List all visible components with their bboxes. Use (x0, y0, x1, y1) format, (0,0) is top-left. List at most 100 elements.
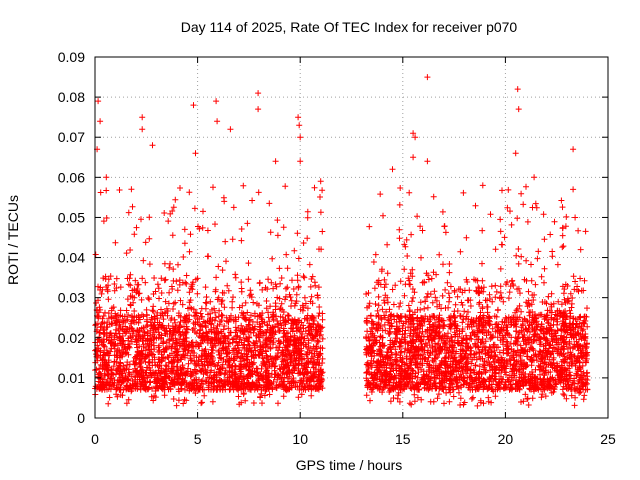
data-point (516, 378, 523, 385)
data-point (258, 384, 265, 391)
data-point (319, 335, 326, 342)
data-point (575, 380, 581, 387)
data-point (507, 361, 514, 368)
data-point (497, 337, 504, 344)
data-point (223, 353, 230, 360)
data-point (422, 298, 429, 305)
data-point (367, 328, 374, 335)
data-point (582, 331, 589, 337)
data-point (418, 396, 425, 403)
data-point (390, 301, 397, 308)
data-point (379, 306, 386, 313)
data-point (554, 372, 561, 379)
data-point (156, 295, 162, 302)
data-point (246, 342, 253, 349)
data-point (276, 365, 283, 372)
data-point (139, 376, 146, 383)
data-point (436, 251, 443, 258)
data-point (105, 310, 112, 317)
data-point (387, 376, 394, 383)
data-point (562, 356, 569, 363)
data-point (395, 389, 402, 396)
data-point (219, 267, 226, 274)
data-point (207, 298, 214, 305)
data-point (409, 266, 416, 273)
data-point (531, 388, 537, 395)
data-point (576, 343, 583, 350)
data-point (96, 365, 103, 372)
data-point (146, 384, 153, 391)
data-point (248, 312, 254, 319)
data-point (221, 333, 228, 340)
data-point (406, 277, 413, 284)
data-point (274, 376, 281, 383)
data-point (269, 386, 276, 393)
data-point (200, 208, 206, 215)
data-point (253, 337, 260, 344)
data-point (257, 324, 264, 331)
data-point (134, 344, 141, 351)
data-point (384, 241, 391, 248)
data-point (116, 386, 123, 393)
data-point (404, 253, 411, 259)
data-point (504, 204, 511, 211)
data-point (298, 385, 305, 392)
data-point (205, 253, 212, 260)
data-point (240, 182, 247, 189)
data-point (381, 284, 388, 291)
data-point (110, 371, 117, 378)
data-point (414, 213, 421, 220)
data-point (401, 373, 408, 380)
data-point (560, 290, 567, 297)
data-point (235, 393, 242, 400)
data-point (300, 273, 307, 280)
data-point (103, 324, 110, 331)
data-point (484, 309, 491, 316)
data-point (547, 307, 553, 314)
data-point (187, 304, 193, 311)
data-point (499, 187, 505, 194)
data-point (405, 302, 412, 309)
data-point (568, 354, 575, 361)
data-point (402, 334, 409, 341)
data-point (428, 337, 435, 344)
data-point (181, 240, 188, 247)
data-point (315, 313, 322, 319)
data-point (146, 359, 153, 366)
data-point (319, 310, 326, 317)
data-point (130, 381, 137, 388)
data-point (216, 307, 223, 314)
data-point (384, 270, 391, 277)
data-point (248, 349, 255, 356)
data-point (445, 384, 452, 391)
data-point (267, 229, 274, 236)
data-point (240, 314, 246, 321)
data-point (310, 343, 317, 350)
data-point (273, 384, 280, 391)
data-point (568, 304, 575, 311)
data-point (317, 381, 324, 388)
data-point (156, 331, 163, 338)
data-point (559, 232, 566, 239)
data-point (100, 352, 107, 359)
data-point (305, 370, 311, 377)
data-point (140, 257, 147, 264)
data-point (305, 337, 312, 344)
data-point (375, 302, 382, 309)
data-point (377, 281, 384, 288)
data-point (215, 313, 222, 320)
data-point (448, 352, 455, 359)
data-point (571, 402, 578, 409)
data-point (517, 342, 524, 349)
data-point (203, 333, 209, 340)
data-point (467, 332, 474, 339)
data-point (550, 388, 557, 395)
data-point (452, 331, 459, 338)
data-point (173, 367, 180, 374)
data-point (158, 369, 165, 376)
data-point (560, 377, 567, 384)
data-point (528, 340, 535, 346)
data-point (154, 361, 161, 368)
data-point (401, 241, 408, 248)
